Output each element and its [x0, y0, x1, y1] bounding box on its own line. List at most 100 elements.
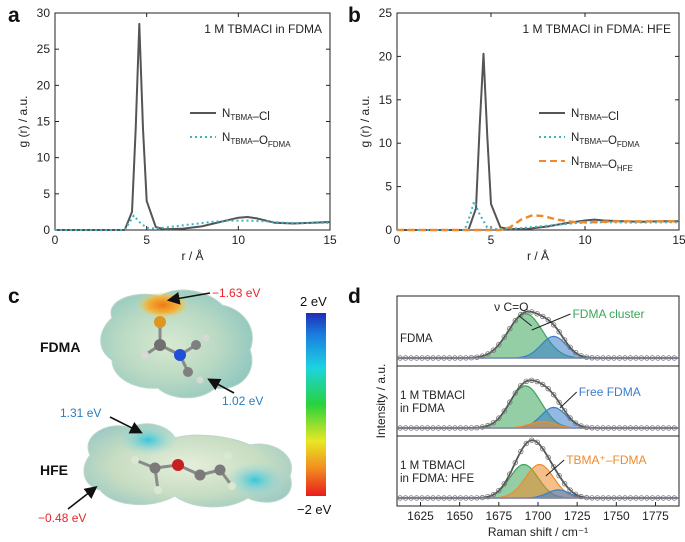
data-point — [518, 448, 524, 455]
data-point — [600, 355, 606, 361]
legend-text-part: N — [222, 132, 230, 144]
data-point — [485, 494, 491, 500]
data-point — [660, 425, 666, 431]
data-point — [540, 381, 546, 388]
fdma-hydrogen-atom — [196, 376, 204, 384]
data-point — [435, 425, 442, 431]
data-point — [633, 355, 639, 361]
sample-label: 1 M TBMACl — [400, 390, 465, 402]
data-point — [529, 437, 535, 443]
sample-label: FDMA — [400, 333, 433, 345]
y-tick-label: 10 — [37, 151, 51, 165]
data-point — [463, 425, 469, 431]
x-axis-label: r / Å — [527, 248, 549, 263]
hfe-oxygen-atom — [172, 459, 184, 471]
data-point — [529, 309, 535, 315]
data-point — [655, 425, 661, 431]
data-point — [430, 425, 436, 431]
data-point — [589, 495, 595, 501]
x-tick-label: 0 — [52, 233, 59, 247]
data-point — [419, 495, 425, 501]
data-point — [490, 347, 497, 353]
x-tick-label: 0 — [394, 233, 401, 247]
hfe-bottom-value: −0.48 eV — [38, 511, 86, 525]
y-tick-label: 5 — [43, 187, 50, 201]
data-point — [605, 495, 612, 501]
data-point — [468, 355, 475, 361]
legend-text-part: N — [571, 132, 579, 144]
data-point — [649, 495, 656, 501]
fdma-methyl-atom — [183, 367, 193, 377]
data-point — [452, 425, 458, 431]
sample-label: in FDMA — [400, 403, 445, 415]
data-point — [545, 454, 551, 461]
arrow-to-fdma-top — [166, 292, 211, 305]
data-point — [479, 353, 486, 359]
data-point — [611, 495, 617, 501]
hfe-label: HFE — [40, 462, 68, 478]
data-point — [644, 355, 650, 361]
data-point — [512, 459, 518, 466]
data-point — [468, 425, 475, 431]
component-label: TBMA⁺–FDMA — [566, 453, 646, 467]
fdma-right-value: 1.02 eV — [222, 394, 263, 408]
data-point — [413, 495, 420, 501]
fdma-carbon-atom — [154, 339, 166, 351]
data-point — [397, 495, 403, 501]
annotation-leader — [518, 315, 533, 327]
x-tick-label: 5 — [143, 233, 150, 247]
x-tick-label: 15 — [323, 233, 337, 247]
legend-text-part: N — [571, 108, 579, 120]
y-tick-label: 5 — [385, 180, 392, 194]
hfe-fluorine-atom — [228, 482, 236, 490]
data-point — [474, 354, 480, 360]
data-point — [600, 495, 606, 501]
data-point — [616, 495, 623, 501]
data-point — [561, 408, 568, 414]
data-point — [627, 425, 634, 431]
data-point — [413, 355, 420, 361]
series-line — [397, 52, 679, 231]
data-point — [408, 355, 414, 361]
x-tick-label: 10 — [578, 233, 592, 247]
data-point — [644, 425, 650, 431]
data-point — [534, 439, 540, 445]
data-point — [441, 425, 447, 431]
data-point — [572, 420, 579, 426]
data-point — [501, 334, 507, 340]
legend-text-part: –O — [602, 135, 617, 147]
chart-title: 1 M TBMACl in FDMA — [204, 22, 322, 36]
data-point — [507, 399, 513, 405]
legend-text-part: HFE — [617, 164, 633, 173]
x-tick-label: 5 — [488, 233, 495, 247]
data-point — [594, 425, 601, 431]
legend-label: NTBMA–OFDMA — [571, 132, 640, 149]
data-point — [660, 355, 666, 361]
data-point — [561, 481, 568, 487]
data-point — [435, 355, 442, 361]
data-point — [578, 423, 584, 429]
data-point — [512, 317, 518, 324]
fdma-top-value: −1.63 eV — [212, 286, 260, 300]
legend-text-part: N — [571, 156, 579, 168]
data-point — [501, 481, 507, 487]
data-point — [463, 495, 469, 501]
esp-figure: FDMA −1.63 eV 1.02 eV HFE 1.31 eV −0.48 … — [38, 286, 332, 525]
data-point — [424, 355, 431, 361]
series-line — [397, 214, 679, 232]
hfe-carbon-atom — [214, 464, 226, 476]
legend-text-part: FDMA — [617, 140, 640, 149]
data-point — [490, 491, 497, 498]
data-point — [649, 425, 656, 431]
component-leader — [559, 391, 578, 409]
data-point — [496, 341, 502, 348]
data-point — [501, 408, 507, 414]
esp-color-scale — [306, 313, 326, 496]
y-tick-label: 25 — [37, 42, 51, 56]
chart-a: 0 5 10 15 0 5 10 15 20 25 30 r / Å g (r) / a.u. 1 M T… — [16, 6, 337, 263]
x-tick-label: 1775 — [642, 509, 669, 523]
fdma-oxygen-atom — [154, 316, 166, 328]
hfe-positive-region — [118, 424, 178, 456]
hfe-fluorine-atom — [131, 456, 139, 464]
x-tick-label: 1725 — [564, 509, 591, 523]
